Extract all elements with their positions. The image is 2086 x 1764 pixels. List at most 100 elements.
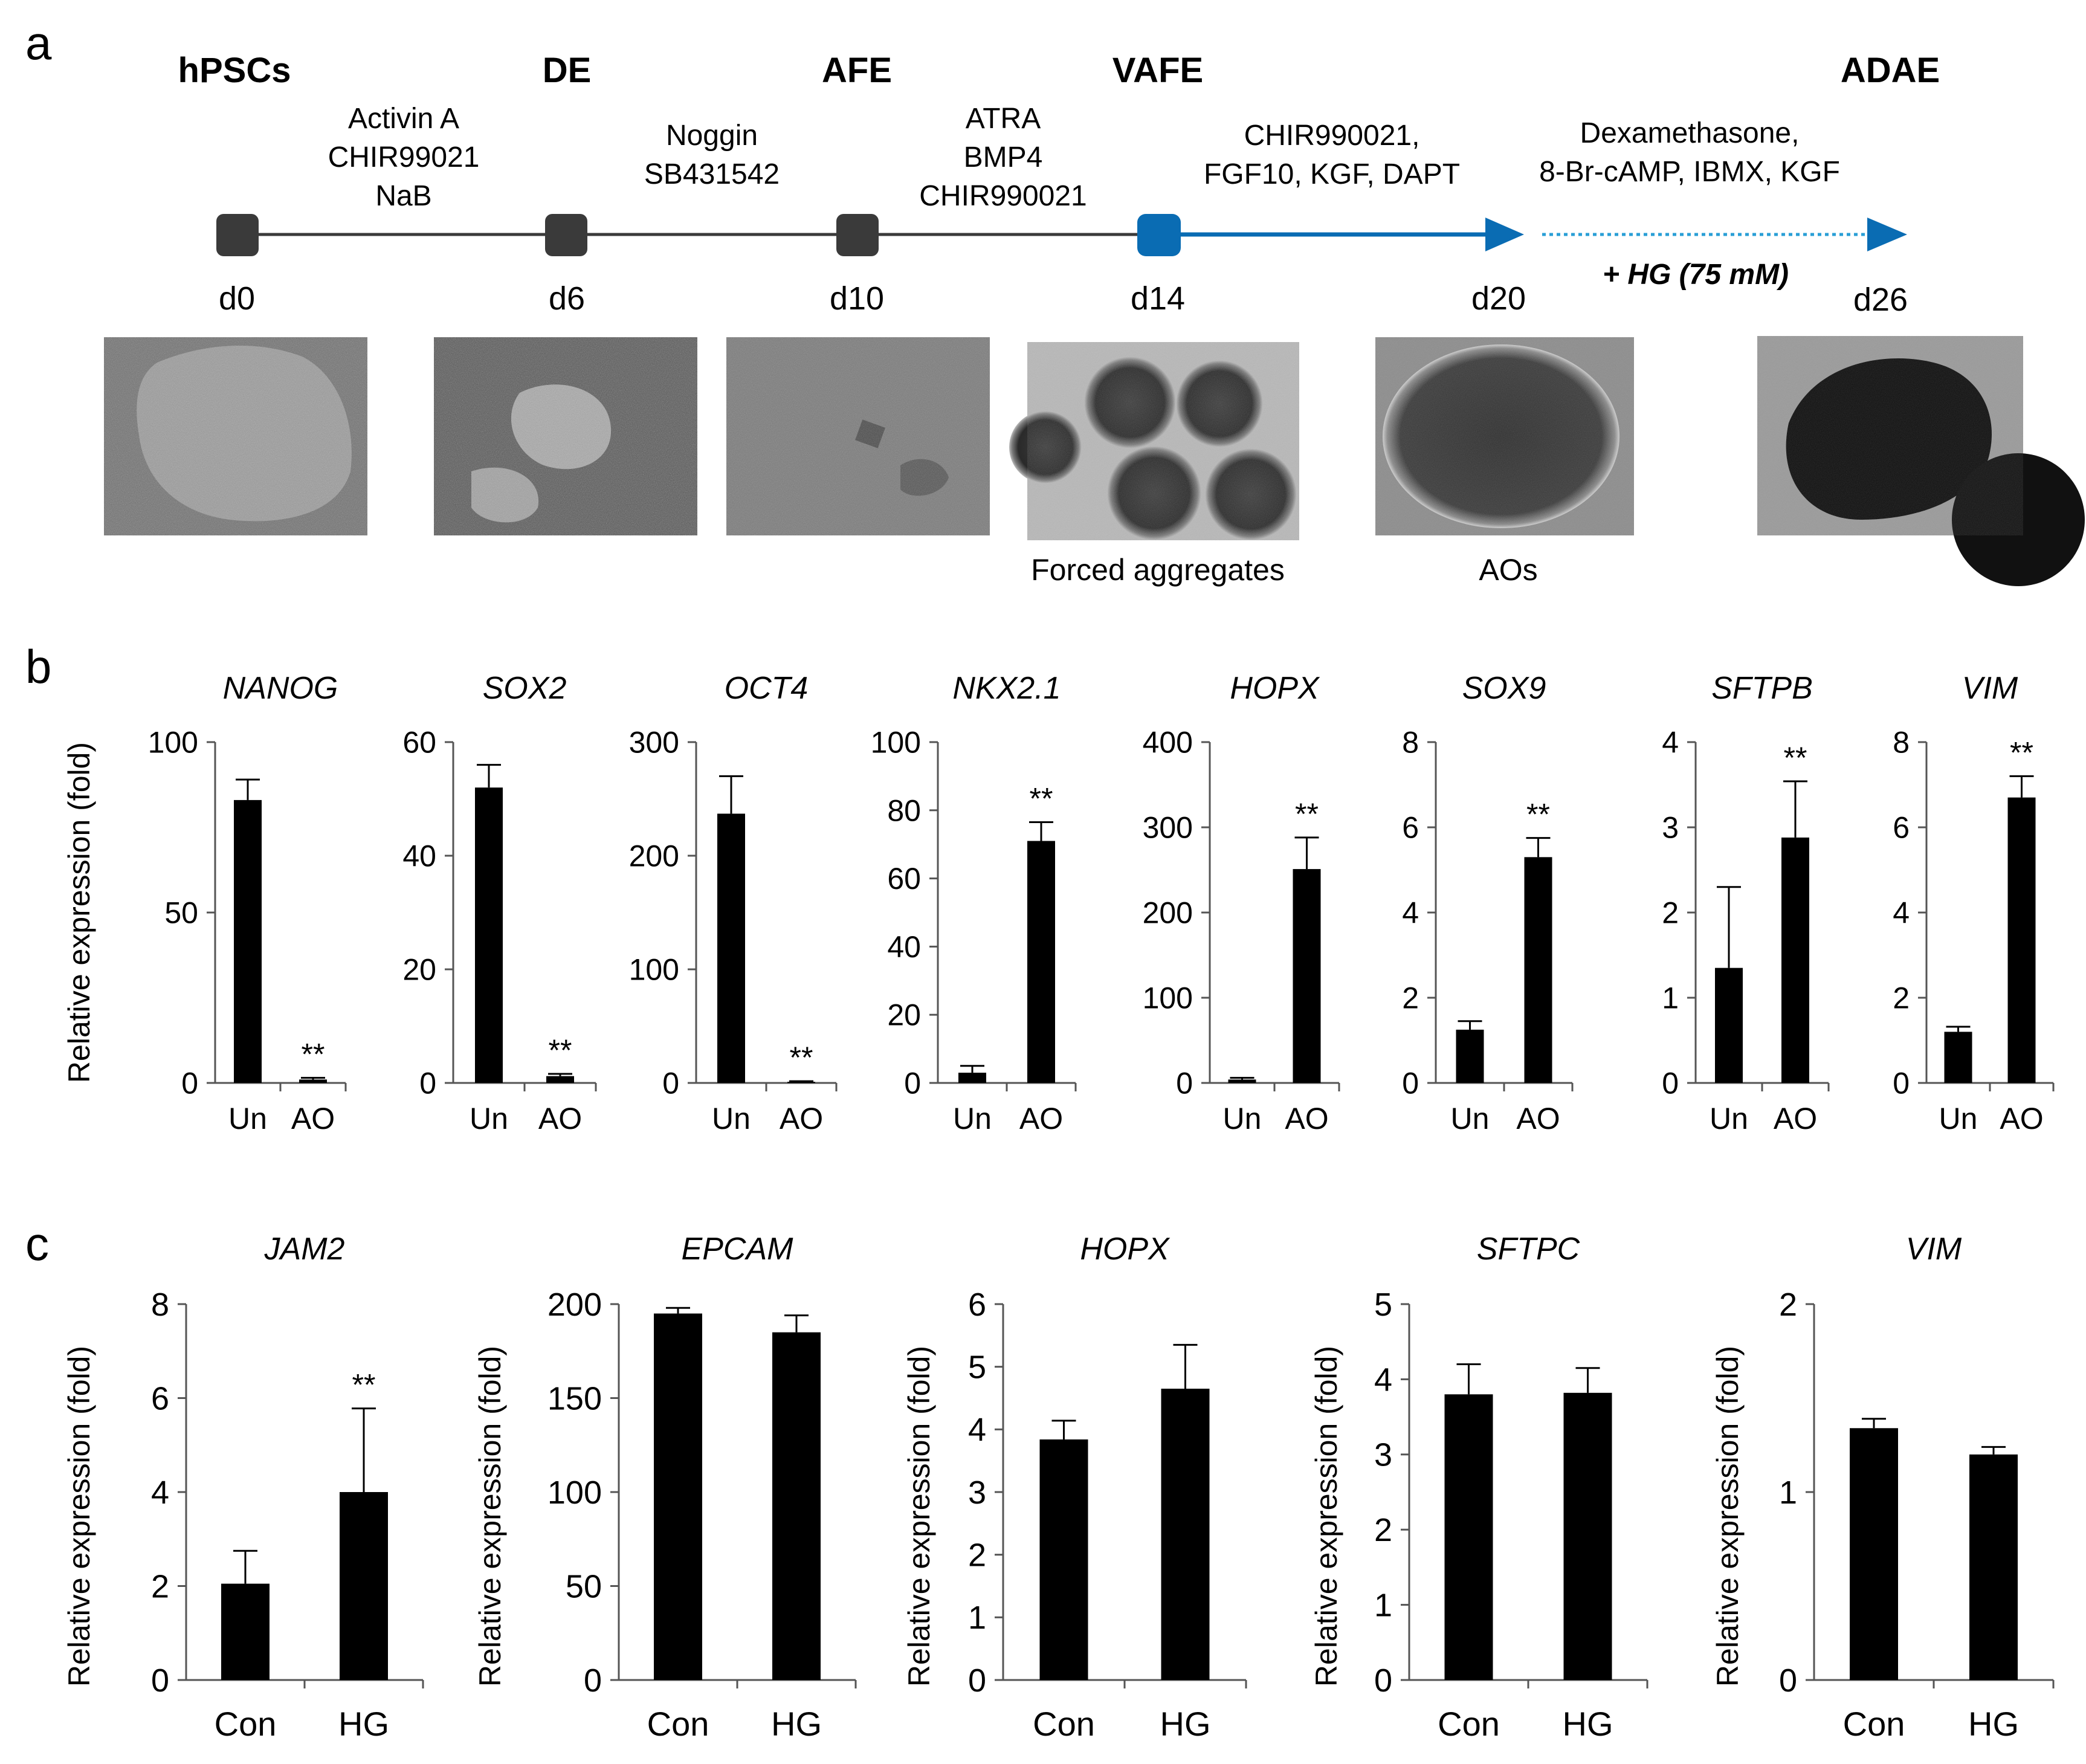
factor-2-line-2: SB431542 xyxy=(644,158,780,190)
micrograph-d6 xyxy=(434,337,697,535)
bar-ao xyxy=(1293,869,1321,1083)
y-tick-label: 2 xyxy=(1893,981,1910,1015)
chart-title: NANOG xyxy=(223,671,338,706)
bar-hg xyxy=(1563,1392,1612,1680)
y-tick-label: 2 xyxy=(1662,896,1679,930)
chart-c-sftpc: SFTPC 0 1 2 3 4 5 Con HG Relative expression (fol… xyxy=(1309,1232,1648,1743)
panel-letter-b: b xyxy=(25,640,51,693)
y-tick-label: 20 xyxy=(402,953,436,987)
micrograph-d10 xyxy=(726,337,990,535)
micrograph-d0 xyxy=(104,337,367,535)
y-tick-label: 4 xyxy=(1893,896,1910,930)
y-tick-label: 100 xyxy=(629,953,679,987)
category-label: HG xyxy=(1563,1705,1613,1743)
node-d0 xyxy=(216,214,259,256)
factor-2-line-1: Noggin xyxy=(666,120,758,152)
bar-ao xyxy=(787,1082,815,1084)
bar-ao xyxy=(546,1076,574,1083)
y-tick-label: 1 xyxy=(1374,1588,1392,1624)
category-label: AO xyxy=(291,1102,335,1136)
y-tick-label: 50 xyxy=(566,1568,602,1604)
significance-marker: ** xyxy=(352,1368,376,1402)
bar-con xyxy=(1850,1428,1898,1680)
chart-c-hopx: HOPX 0 1 2 3 4 5 6 Con HG Relative expression (fol… xyxy=(902,1232,1247,1743)
y-tick-label: 0 xyxy=(1893,1067,1910,1100)
category-label: AO xyxy=(1774,1102,1817,1136)
factor-5-line-2: 8-Br-cAMP, IBMX, KGF xyxy=(1539,156,1840,188)
y-tick-label: 200 xyxy=(629,839,679,873)
bar-ao xyxy=(1027,841,1055,1083)
chart-title: NKX2.1 xyxy=(952,671,1061,706)
bar-ao xyxy=(299,1079,327,1083)
bar-hg xyxy=(772,1332,821,1680)
category-label: Un xyxy=(712,1102,751,1136)
significance-marker: ** xyxy=(1784,741,1807,775)
day-d20: d20 xyxy=(1471,280,1526,317)
y-tick-label: 300 xyxy=(1143,811,1193,845)
y-tick-label: 4 xyxy=(968,1412,986,1448)
y-tick-label: 0 xyxy=(968,1662,986,1699)
y-tick-label: 0 xyxy=(419,1067,436,1100)
micrograph-d14-aggregates xyxy=(1009,342,1299,540)
y-tick-label: 0 xyxy=(1779,1662,1797,1699)
y-tick-label: 0 xyxy=(904,1067,921,1100)
bar-con xyxy=(221,1583,270,1680)
node-d6 xyxy=(545,214,587,256)
bar-un xyxy=(1456,1029,1484,1083)
significance-marker: ** xyxy=(302,1038,325,1071)
chart-title: VIM xyxy=(1906,1232,1962,1267)
y-tick-label: 6 xyxy=(1893,811,1910,845)
factor-3-line-2: BMP4 xyxy=(964,141,1043,173)
chart-title: JAM2 xyxy=(264,1232,345,1267)
y-tick-label: 4 xyxy=(151,1475,169,1511)
bar-un xyxy=(1715,968,1743,1083)
category-label: AO xyxy=(1019,1102,1063,1136)
bar-un xyxy=(475,787,503,1083)
stage-vafe: VAFE xyxy=(1112,51,1203,90)
chart-b-sftpb: SFTPB 0 1 2 3 4 Un ** AO xyxy=(1662,671,1830,1136)
y-tick-label: 3 xyxy=(968,1475,986,1511)
day-d6: d6 xyxy=(549,280,585,317)
y-tick-label: 1 xyxy=(968,1600,986,1636)
y-tick-label: 6 xyxy=(1402,811,1419,845)
category-label: HG xyxy=(338,1705,389,1743)
chart-title: SOX2 xyxy=(483,671,567,706)
category-label: AO xyxy=(538,1102,582,1136)
y-tick-label: 4 xyxy=(1374,1362,1392,1398)
caption-aos: AOs xyxy=(1479,553,1537,587)
category-label: AO xyxy=(780,1102,823,1136)
y-axis-label: Relative expression (fold) xyxy=(62,1346,96,1687)
y-tick-label: 3 xyxy=(1374,1437,1392,1473)
y-tick-label: 8 xyxy=(1893,726,1910,760)
y-tick-label: 0 xyxy=(662,1067,679,1100)
chart-b-vim: VIM 0 2 4 6 8 Un ** AO xyxy=(1893,671,2055,1136)
y-tick-label: 20 xyxy=(887,998,921,1032)
stage-adae: ADAE xyxy=(1841,51,1940,90)
category-label: Un xyxy=(1939,1102,1978,1136)
factor-1-line-3: NaB xyxy=(375,180,431,212)
factor-5-line-1: Dexamethasone, xyxy=(1580,117,1800,149)
bar-un xyxy=(1228,1079,1256,1083)
y-tick-label: 0 xyxy=(181,1067,198,1100)
bar-con xyxy=(654,1313,702,1680)
chart-title: HOPX xyxy=(1230,671,1320,706)
chart-b-sox9: SOX9 0 2 4 6 8 Un ** AO xyxy=(1402,671,1574,1136)
day-d14: d14 xyxy=(1131,280,1185,317)
y-tick-label: 5 xyxy=(968,1349,986,1386)
chart-title: SOX9 xyxy=(1462,671,1546,706)
significance-marker: ** xyxy=(1030,782,1053,816)
y-tick-label: 40 xyxy=(887,930,921,964)
bar-un xyxy=(717,813,745,1083)
bar-con xyxy=(1444,1394,1493,1680)
category-label: AO xyxy=(1516,1102,1560,1136)
category-label: Con xyxy=(1843,1705,1905,1743)
y-tick-label: 0 xyxy=(1176,1067,1193,1100)
y-tick-label: 4 xyxy=(1662,726,1679,760)
y-tick-label: 300 xyxy=(629,726,679,760)
y-tick-label: 5 xyxy=(1374,1287,1392,1323)
bar-un xyxy=(234,800,262,1083)
y-axis-label: Relative expression (fold) xyxy=(1711,1346,1745,1687)
category-label: Un xyxy=(953,1102,992,1136)
